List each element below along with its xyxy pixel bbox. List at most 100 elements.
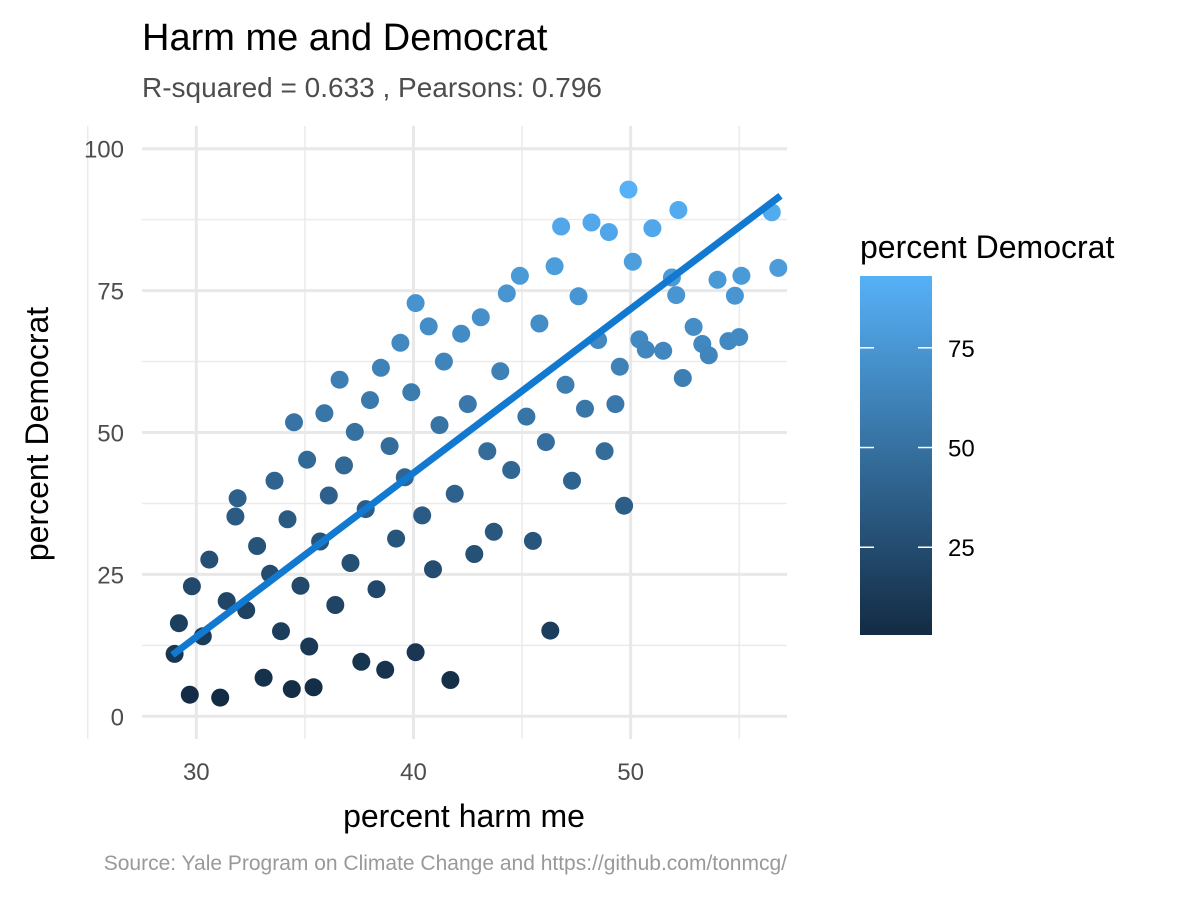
data-point [502,461,521,479]
y-axis-ticks: 0 25 50 75 100 [84,137,124,732]
data-point [413,506,432,525]
data-point [430,416,449,435]
y-tick-label: 50 [97,421,124,448]
data-point [282,680,301,699]
data-point [291,576,310,595]
y-tick-label: 75 [97,279,124,306]
data-point [182,577,201,596]
data-point [441,671,460,689]
data-point [406,643,425,662]
data-point [517,407,536,426]
legend-tick-label: 75 [948,336,975,363]
data-point [228,489,247,508]
data-point [300,637,319,656]
data-point [391,333,410,352]
data-point [623,252,642,271]
data-point [536,433,555,452]
data-point [419,317,438,336]
data-point [478,442,497,461]
chart-caption: Source: Yale Program on Climate Change a… [104,852,787,875]
data-point [180,685,199,704]
data-point [725,286,744,305]
data-point [376,660,395,679]
data-point [491,362,510,381]
data-point [458,395,477,414]
data-point [556,375,575,394]
x-tick-label: 50 [617,759,644,786]
legend-ticks: 25 50 75 [860,336,975,562]
data-point [510,266,529,285]
x-tick-label: 40 [400,759,427,786]
data-point [545,257,564,276]
data-point [610,357,629,376]
x-axis-ticks: 30 40 50 [183,759,644,786]
data-point [335,456,353,475]
data-point [352,652,371,671]
x-axis-title: percent harm me [343,798,585,834]
trendline-group [170,193,783,658]
data-point [595,442,614,461]
data-point [523,531,542,550]
data-point [484,522,503,541]
data-point [278,510,297,529]
y-tick-label: 100 [84,137,124,164]
data-point [606,395,625,414]
data-point [730,328,749,347]
legend-tick-label: 25 [948,535,975,562]
data-point [345,422,364,441]
data-point [330,370,349,389]
data-point [434,352,453,371]
data-point [699,346,718,365]
data-point [265,471,284,490]
data-point [380,437,399,456]
data-point [285,413,303,432]
data-point [684,317,703,336]
data-point [465,545,484,563]
y-axis-title: percent Democrat [19,307,55,561]
data-point [471,308,490,327]
data-point [615,496,634,515]
data-point [402,383,421,402]
y-tick-label: 25 [97,562,124,589]
data-point [552,217,571,236]
data-point [452,324,471,343]
data-point [304,678,323,697]
data-point [319,486,338,505]
data-point [599,223,618,242]
data-point [169,614,188,633]
data-point [272,622,290,641]
legend-tick-label: 50 [948,436,975,463]
data-point [248,537,267,555]
data-point [200,550,219,569]
data-point [619,180,638,199]
data-point [582,213,601,232]
data-point [673,369,692,387]
data-point [643,219,662,238]
data-point [708,270,727,289]
data-point [387,529,406,548]
data-point [563,471,581,490]
data-point [371,358,390,377]
data-point [569,287,588,306]
data-point [541,621,560,640]
chart-title: Harm me and Democrat [142,17,548,59]
data-point [576,399,594,418]
data-point [497,284,516,303]
y-tick-label: 0 [111,704,124,731]
data-point [341,554,360,572]
data-point [298,450,317,469]
x-tick-label: 30 [183,759,210,786]
chart-subtitle: R-squared = 0.633 , Pearsons: 0.796 [142,72,602,103]
data-point [254,668,273,687]
data-point [445,484,464,503]
data-point [367,580,386,599]
data-point [217,592,236,611]
data-point [361,391,379,410]
data-point [226,507,245,526]
legend-title: percent Democrat [860,229,1114,265]
data-point [424,560,442,579]
data-point [211,688,230,707]
data-point [315,404,334,423]
data-point [669,201,688,219]
